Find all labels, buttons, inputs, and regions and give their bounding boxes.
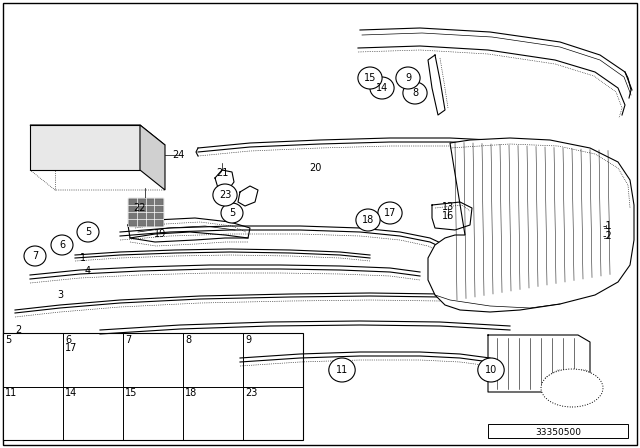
- Text: 23: 23: [219, 190, 231, 200]
- Text: 33350500: 33350500: [535, 427, 581, 436]
- Text: 8: 8: [412, 88, 418, 98]
- Text: 20: 20: [309, 163, 321, 173]
- Ellipse shape: [478, 358, 504, 382]
- Bar: [128, 198, 163, 226]
- Ellipse shape: [329, 358, 355, 382]
- Text: -2: -2: [602, 231, 612, 241]
- Text: 6: 6: [65, 335, 71, 345]
- Ellipse shape: [370, 77, 394, 99]
- Ellipse shape: [24, 246, 46, 266]
- Ellipse shape: [77, 222, 99, 242]
- Text: 4: 4: [85, 266, 91, 276]
- Text: 16: 16: [442, 211, 454, 221]
- Polygon shape: [30, 125, 165, 145]
- Ellipse shape: [541, 369, 603, 407]
- Text: 7: 7: [125, 335, 131, 345]
- Text: 7: 7: [32, 251, 38, 261]
- Text: 9: 9: [245, 335, 251, 345]
- Text: 6: 6: [59, 240, 65, 250]
- Text: 3: 3: [57, 290, 63, 300]
- Text: 9: 9: [405, 73, 411, 83]
- Ellipse shape: [358, 67, 382, 89]
- Ellipse shape: [403, 82, 427, 104]
- Ellipse shape: [221, 203, 243, 223]
- Ellipse shape: [213, 184, 237, 206]
- Text: 2: 2: [15, 325, 21, 335]
- Text: 5: 5: [5, 335, 12, 345]
- Ellipse shape: [51, 235, 73, 255]
- Text: 19: 19: [154, 229, 166, 239]
- Text: 17: 17: [65, 343, 77, 353]
- Ellipse shape: [356, 209, 380, 231]
- Text: 18: 18: [185, 388, 197, 399]
- Text: 11: 11: [5, 388, 17, 399]
- Text: 18: 18: [362, 215, 374, 225]
- Bar: [3, 333, 303, 440]
- Text: 11: 11: [336, 365, 348, 375]
- Polygon shape: [140, 125, 165, 190]
- Text: 15: 15: [364, 73, 376, 83]
- Text: 14: 14: [376, 83, 388, 93]
- Text: 15: 15: [125, 388, 138, 399]
- Ellipse shape: [396, 67, 420, 89]
- Text: 23: 23: [245, 388, 257, 399]
- Text: 24: 24: [172, 150, 184, 160]
- Text: -1: -1: [602, 221, 612, 231]
- Polygon shape: [30, 125, 140, 170]
- Polygon shape: [428, 138, 634, 312]
- Text: 17: 17: [384, 208, 396, 218]
- Text: 13: 13: [442, 202, 454, 212]
- Text: 22: 22: [134, 203, 147, 213]
- Text: 5: 5: [85, 227, 91, 237]
- Text: 5: 5: [229, 208, 235, 218]
- Text: 21: 21: [216, 168, 228, 178]
- Text: 8: 8: [185, 335, 191, 345]
- Bar: [488, 424, 628, 438]
- Text: 14: 14: [65, 388, 77, 399]
- Text: 1: 1: [80, 253, 86, 263]
- Ellipse shape: [378, 202, 402, 224]
- Text: 10: 10: [485, 365, 497, 375]
